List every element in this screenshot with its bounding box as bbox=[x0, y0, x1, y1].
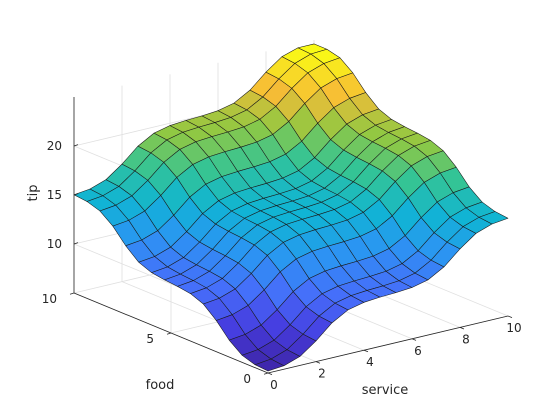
x-axis-line bbox=[267, 315, 509, 374]
x-tick bbox=[459, 327, 465, 330]
z-axis-label: tip bbox=[26, 185, 41, 202]
surface bbox=[73, 43, 509, 372]
y-axis-label: food bbox=[146, 378, 175, 393]
x-tick-label: 6 bbox=[414, 344, 422, 358]
z-tick-label: 15 bbox=[47, 188, 62, 202]
z-tick-label: 20 bbox=[47, 139, 62, 153]
y-tick-label: 5 bbox=[146, 332, 154, 346]
z-tick bbox=[73, 242, 79, 245]
x-tick bbox=[411, 338, 417, 341]
y-tick bbox=[263, 372, 269, 375]
z-tick bbox=[73, 193, 79, 196]
x-axis-label: service bbox=[362, 383, 409, 398]
x-tick-label: 4 bbox=[366, 355, 374, 369]
x-tick bbox=[315, 361, 321, 364]
x-tick-label: 0 bbox=[270, 378, 278, 392]
z-tick-label: 10 bbox=[47, 237, 62, 251]
y-tick bbox=[166, 332, 172, 335]
x-tick-label: 8 bbox=[462, 332, 470, 346]
x-tick-label: 10 bbox=[506, 321, 521, 335]
y-tick bbox=[69, 292, 75, 295]
x-tick bbox=[267, 372, 273, 375]
axis-ticks: 0 2 4 6 8 10 0 5 10 10 15 20 bbox=[42, 139, 522, 392]
axis-labels: service food tip bbox=[26, 185, 408, 398]
y-tick-label: 10 bbox=[42, 292, 57, 306]
z-tick bbox=[73, 144, 79, 147]
x-tick-label: 2 bbox=[318, 367, 326, 381]
x-tick bbox=[363, 349, 369, 353]
x-tick bbox=[507, 315, 513, 318]
y-tick-label: 0 bbox=[243, 372, 251, 386]
surface-face bbox=[478, 211, 509, 225]
